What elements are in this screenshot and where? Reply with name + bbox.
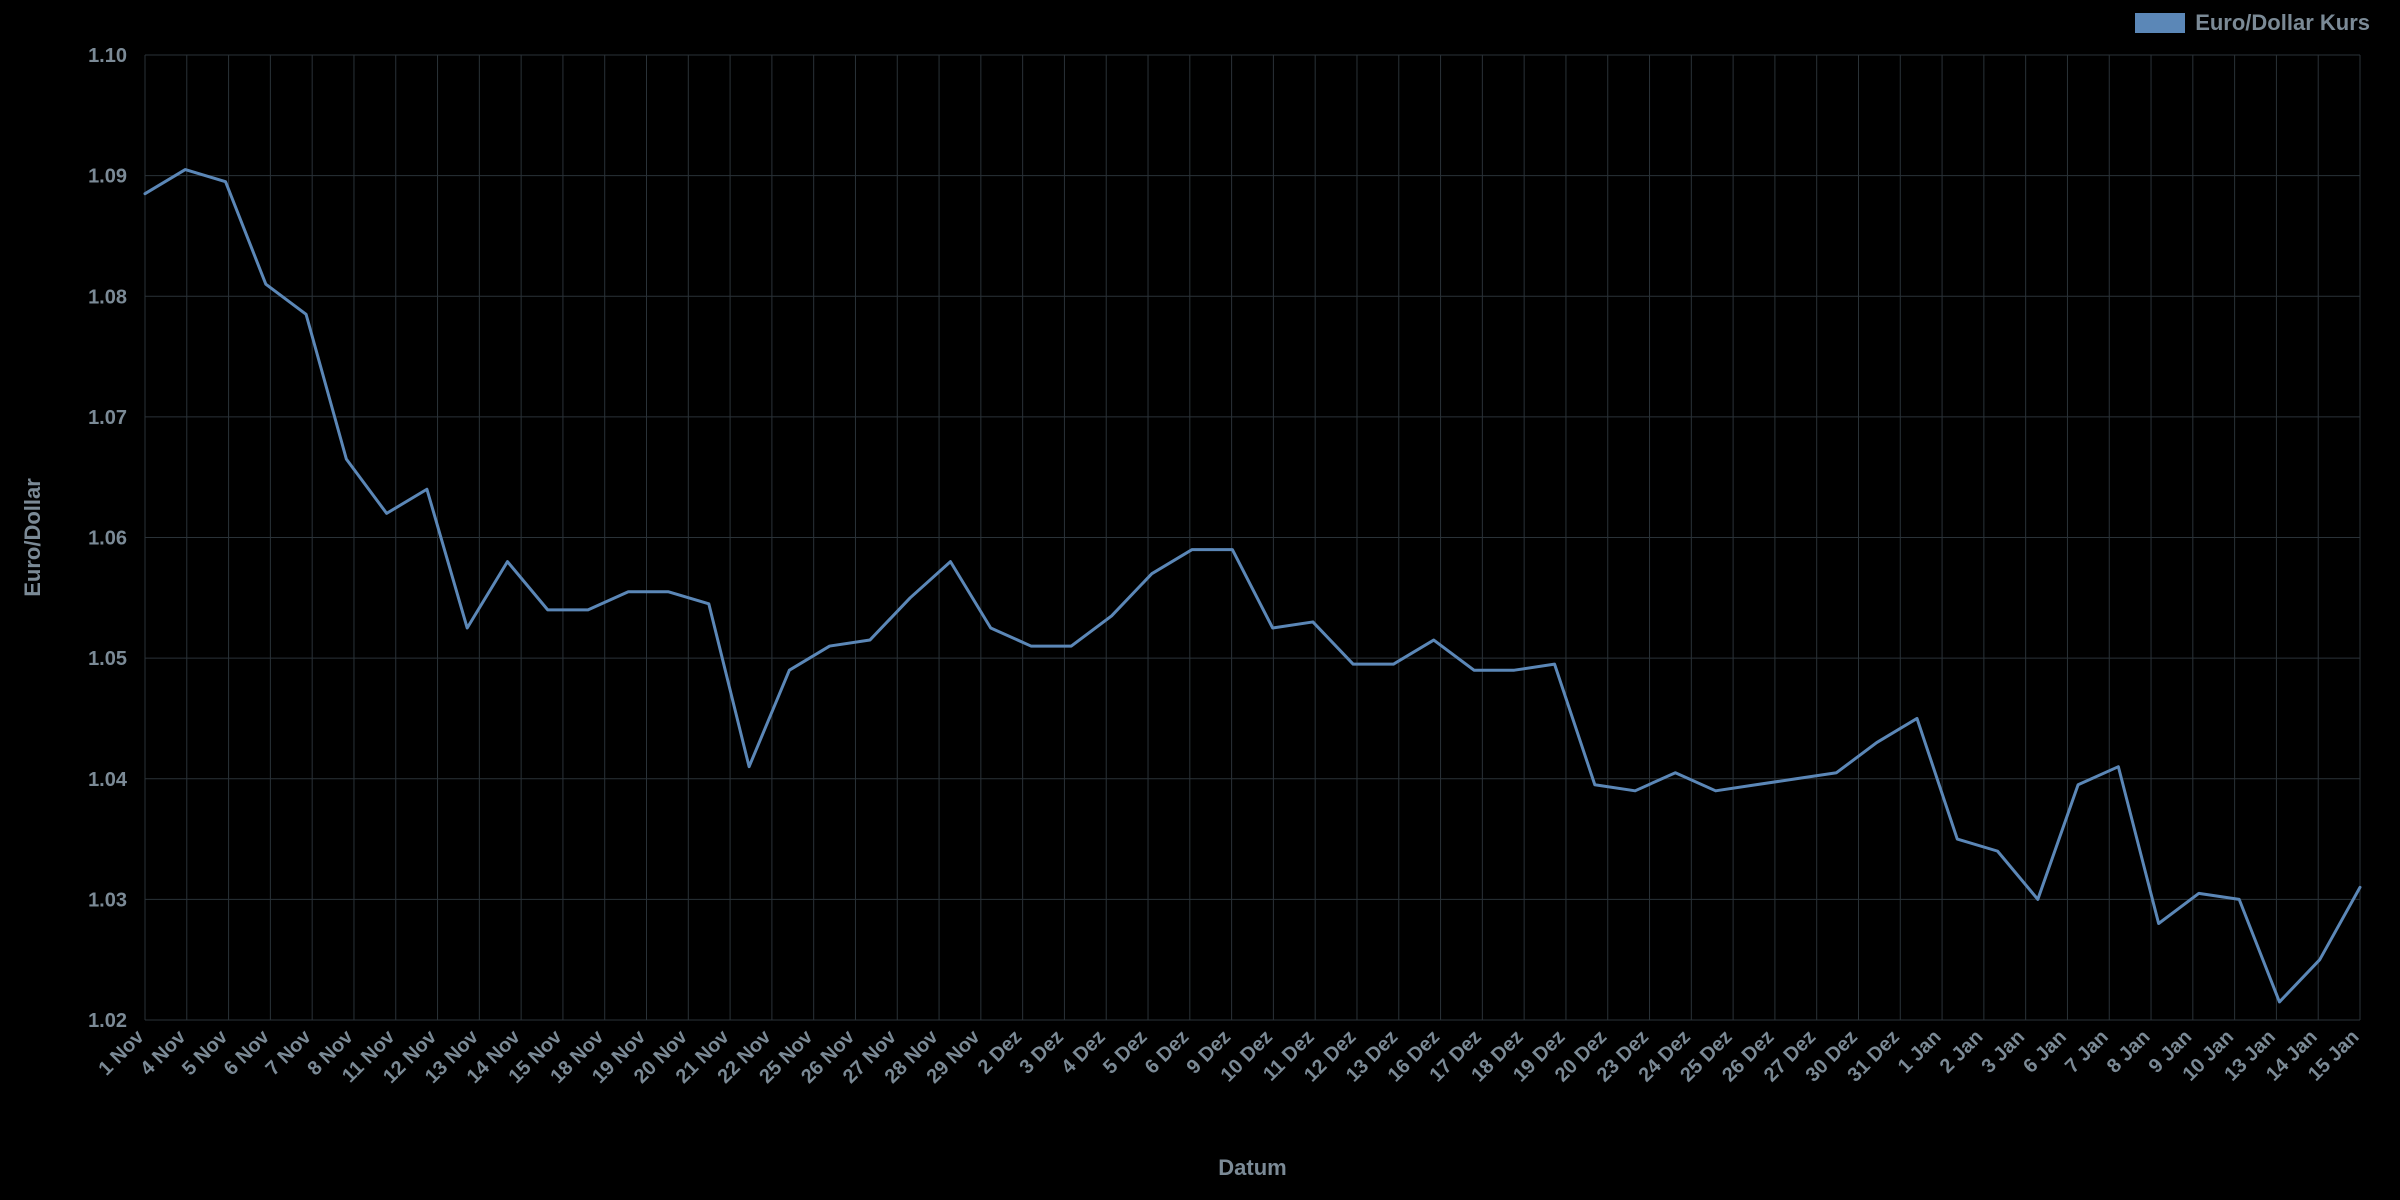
x-tick-label: 5 Nov <box>178 1025 233 1080</box>
legend-swatch <box>2135 13 2185 33</box>
x-tick-label: 5 Dez <box>1099 1026 1152 1079</box>
y-tick-label: 1.09 <box>88 166 127 188</box>
x-tick-label: 3 Jan <box>1977 1026 2029 1078</box>
y-tick-label: 1.02 <box>88 1010 127 1032</box>
y-tick-label: 1.05 <box>88 648 127 670</box>
x-axis-title: Datum <box>1218 1155 1286 1180</box>
x-tick-label: 4 Dez <box>1057 1026 1110 1079</box>
x-tick-label: 7 Nov <box>262 1025 317 1080</box>
legend-label: Euro/Dollar Kurs <box>2195 10 2370 36</box>
x-tick-label: 1 Nov <box>94 1025 149 1080</box>
legend: Euro/Dollar Kurs <box>2135 10 2370 36</box>
y-tick-label: 1.06 <box>88 528 127 550</box>
x-tick-label: 6 Jan <box>2019 1026 2071 1078</box>
x-tick-label: 6 Dez <box>1141 1026 1194 1079</box>
series-line <box>145 170 2360 1002</box>
y-tick-label: 1.07 <box>88 407 127 429</box>
x-tick-label: 1 Jan <box>1894 1026 1946 1078</box>
x-tick-label: 3 Dez <box>1015 1026 1068 1079</box>
y-tick-label: 1.04 <box>88 769 128 791</box>
y-tick-label: 1.03 <box>88 889 127 911</box>
x-tick-label: 8 Jan <box>2103 1026 2155 1078</box>
chart-container: 1.02 1.03 1.04 1.05 1.06 1.07 1.08 1.09 1.10 1 No… <box>0 0 2400 1200</box>
x-tick-label: 2 Dez <box>974 1026 1027 1079</box>
x-tick-label: 4 Nov <box>136 1025 191 1080</box>
line-chart-svg: 1.02 1.03 1.04 1.05 1.06 1.07 1.08 1.09 1.10 1 No… <box>0 0 2400 1200</box>
x-tick-label: 7 Jan <box>2061 1026 2113 1078</box>
x-tick-label: 6 Nov <box>220 1025 275 1080</box>
y-tick-label: 1.10 <box>88 45 127 67</box>
y-axis-title: Euro/Dollar <box>20 478 45 597</box>
x-tick-label: 2 Jan <box>1936 1026 1988 1078</box>
y-tick-label: 1.08 <box>88 286 127 308</box>
